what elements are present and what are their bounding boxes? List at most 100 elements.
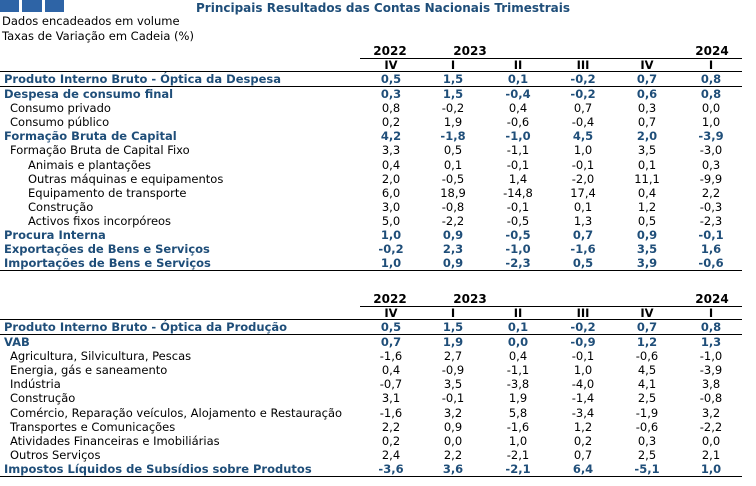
cell-value: 1,0 [360,256,422,272]
cell-value: 2,0 [381,171,401,186]
cell-value: -3,9 [698,129,724,144]
cell-value: -2,1 [506,447,530,462]
table-row: Formação Bruta de Capital 4,2 -1,8 -1,0 4,5 2… [0,129,742,143]
cell-value: 3,5 [636,242,658,257]
cell-value: 2,0 [636,129,658,144]
cell-value: -2,2 [441,213,465,228]
cell-value: 0,4 [508,349,528,364]
cell-value: 0,8 [680,71,742,88]
cell-value: -0,9 [441,363,465,378]
table-production: IV I II III IV I Produto Interno Bruto - Óptic… [0,306,742,478]
cell-value: 4,5 [572,129,594,144]
cell-value: 0,4 [381,363,401,378]
cell-value: -0,4 [505,87,531,102]
cell-value: 0,3 [701,157,721,172]
cell-value: -1,1 [506,363,530,378]
cell-value: 0,6 [636,87,658,102]
cell-value: 0,4 [381,157,401,172]
cell-value: 0,7 [573,101,593,116]
table-row: Procura Interna 1,0 0,9 -0,5 0,7 0,9 -0,1 [0,228,742,242]
cell-value: 2,3 [442,242,464,257]
cell-value: 3,6 [422,461,484,478]
cell-value: -0,6 [635,419,659,434]
cell-value: 0,1 [484,71,552,88]
table-row: Produto Interno Bruto - Óptica da Despes… [0,71,742,88]
cell-value: -0,2 [570,87,596,102]
table-row: Importações de Bens e Serviços 1,0 0,9 -2,3… [0,256,742,272]
cell-value: 5,8 [508,405,528,420]
cell-value: 6,4 [552,461,614,478]
cell-value: 0,7 [637,115,657,130]
cell-value: 0,3 [380,87,402,102]
cell-value: 0,5 [637,213,657,228]
cell-value: 3,8 [701,377,721,392]
table-row: Construção 3,0 -0,8 -0,1 0,1 1,2 -0,3 [0,200,742,214]
cell-value: 11,1 [634,171,660,186]
cell-value: -9,9 [699,171,723,186]
cell-value: 1,5 [422,319,484,336]
cell-value: -3,8 [506,377,530,392]
cell-value: -0,2 [378,242,404,257]
cell-value: 1,5 [422,71,484,88]
cell-value: 3,5 [637,143,657,158]
cell-value: 0,9 [422,256,484,272]
year-2024: 2024 [695,292,729,306]
table-row: Animais e plantações 0,4 0,1 -0,1 -0,1 0,1 0,3 [0,158,742,172]
cell-value: -2,3 [484,256,552,272]
quarter-header: II [484,306,552,320]
cell-value: -0,1 [441,391,465,406]
row-label: VAB [4,335,30,350]
table-row: Despesa de consumo final 0,3 1,5 -0,4 -0,2 0,… [0,87,742,102]
cell-value: 3,0 [381,199,401,214]
table-expenditure-section: 2022 2023 2024 IV I II III IV I Produto Intern… [0,44,742,272]
cell-value: 2,5 [637,447,657,462]
cell-value: -0,1 [506,157,530,172]
cell-value: 0,8 [680,319,742,336]
cell-value: 0,5 [360,71,422,88]
cell-value: 1,3 [700,335,722,350]
cell-value: -0,1 [506,199,530,214]
row-label: Indústria [10,377,61,392]
quarter-header: IV [360,306,422,320]
cell-value: 4,5 [637,363,657,378]
cell-value: 0,0 [507,335,529,350]
row-label: Formação Bruta de Capital [4,129,177,144]
cell-value: 2,2 [701,185,721,200]
row-label: Procura Interna [4,228,106,243]
row-label: Construção [10,391,76,406]
cell-value: -1,0 [505,242,531,257]
quarter-header: IV [614,306,680,320]
cell-value: -1,6 [379,405,403,420]
cell-value: 3,9 [614,256,680,272]
table-row: VAB 0,7 1,9 0,0 -0,9 1,2 1,3 [0,335,742,350]
row-label: Exportações de Bens e Serviços [4,242,210,257]
cell-value: 0,1 [484,319,552,336]
year-2022: 2022 [373,44,407,58]
table-row: Produto Interno Bruto - Óptica da Produç… [0,319,742,336]
row-label: Comércio, Reparação veículos, Alojamento… [10,405,343,420]
cell-value: -1,1 [506,143,530,158]
cell-value: 5,0 [381,213,401,228]
cell-value: 0,5 [552,256,614,272]
cell-value: 0,3 [637,433,657,448]
year-2024: 2024 [695,44,729,58]
cell-value: 0,5 [360,319,422,336]
cell-value: 1,0 [680,461,742,478]
row-label: Produto Interno Bruto - Óptica da Despes… [0,71,360,88]
cell-value: 3,3 [381,143,401,158]
cell-value: 1,2 [573,419,593,434]
row-label: Consumo privado [10,101,111,116]
row-label: Equipamento de transporte [28,185,187,200]
cell-value: -0,2 [552,71,614,88]
cell-value: 0,9 [443,419,463,434]
cell-value: 1,0 [508,433,528,448]
cell-value: -5,1 [614,461,680,478]
cell-value: 1,9 [443,115,463,130]
cell-value: 0,3 [637,101,657,116]
table-row: Outras máquinas e equipamentos 2,0 -0,5 1,4… [0,172,742,186]
cell-value: 0,1 [573,199,593,214]
cell-value: 2,4 [381,447,401,462]
cell-value: -2,2 [699,419,723,434]
table-row: Formação Bruta de Capital Fixo 3,3 0,5 -1,1… [0,143,742,157]
cell-value: -0,2 [552,319,614,336]
